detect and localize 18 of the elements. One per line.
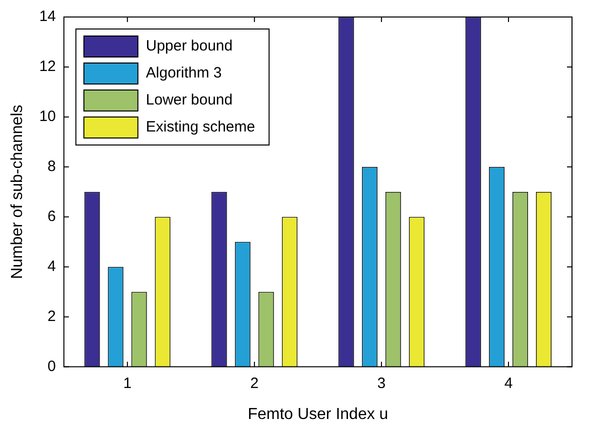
y-axis-title: Number of sub-channels <box>9 104 26 280</box>
y-tick-label: 2 <box>48 308 56 325</box>
x-tick-label: 2 <box>250 374 259 392</box>
y-tick-label: 14 <box>39 8 56 26</box>
legend-label: Upper bound <box>146 38 233 55</box>
y-tick-label: 12 <box>39 58 56 76</box>
legend-label: Existing scheme <box>146 118 256 136</box>
x-tick-label: 1 <box>123 374 132 392</box>
legend-label: Lower bound <box>146 92 233 109</box>
y-tick-label: 6 <box>48 208 56 226</box>
y-tick-label: 10 <box>39 108 56 126</box>
legend-label: Algorithm 3 <box>146 64 222 82</box>
x-tick-label: 4 <box>504 374 513 392</box>
y-tick-label: 4 <box>48 258 56 275</box>
x-axis-title: Femto User Index u <box>248 406 388 423</box>
x-tick-label: 3 <box>377 374 386 392</box>
y-tick-label: 0 <box>48 358 56 375</box>
y-tick-label: 8 <box>48 158 56 176</box>
